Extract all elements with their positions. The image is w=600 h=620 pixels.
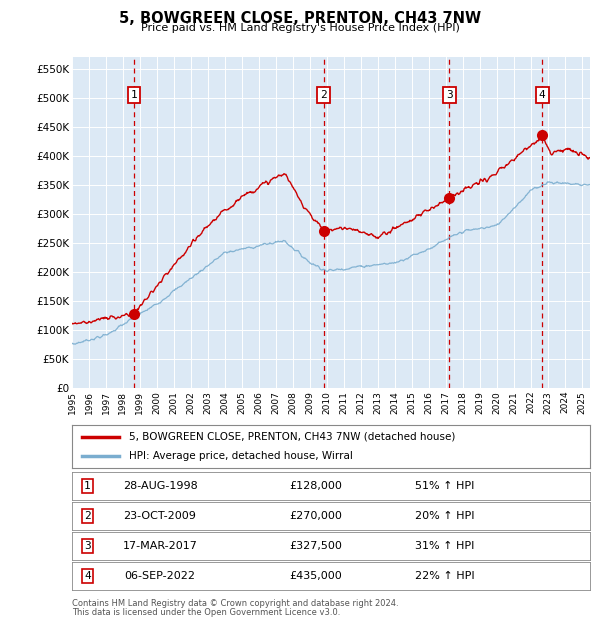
Text: 3: 3 [446,90,452,100]
Text: 5, BOWGREEN CLOSE, PRENTON, CH43 7NW: 5, BOWGREEN CLOSE, PRENTON, CH43 7NW [119,11,481,25]
Text: 22% ↑ HPI: 22% ↑ HPI [415,571,475,581]
Text: 31% ↑ HPI: 31% ↑ HPI [415,541,475,551]
Text: 1: 1 [131,90,137,100]
Text: £327,500: £327,500 [289,541,342,551]
Text: Contains HM Land Registry data © Crown copyright and database right 2024.: Contains HM Land Registry data © Crown c… [72,598,398,608]
Text: 20% ↑ HPI: 20% ↑ HPI [415,511,475,521]
Text: 5, BOWGREEN CLOSE, PRENTON, CH43 7NW (detached house): 5, BOWGREEN CLOSE, PRENTON, CH43 7NW (de… [129,432,455,441]
Text: £128,000: £128,000 [289,481,342,491]
Text: 2: 2 [84,511,91,521]
Text: Price paid vs. HM Land Registry's House Price Index (HPI): Price paid vs. HM Land Registry's House … [140,23,460,33]
Text: £270,000: £270,000 [289,511,342,521]
Text: 4: 4 [84,571,91,581]
Text: 1: 1 [84,481,91,491]
Text: 28-AUG-1998: 28-AUG-1998 [122,481,197,491]
Text: This data is licensed under the Open Government Licence v3.0.: This data is licensed under the Open Gov… [72,608,340,617]
Text: 4: 4 [539,90,545,100]
Text: 3: 3 [84,541,91,551]
Text: £435,000: £435,000 [289,571,342,581]
Text: 23-OCT-2009: 23-OCT-2009 [124,511,196,521]
Text: 51% ↑ HPI: 51% ↑ HPI [415,481,475,491]
Text: 06-SEP-2022: 06-SEP-2022 [125,571,196,581]
Text: 17-MAR-2017: 17-MAR-2017 [122,541,197,551]
Text: HPI: Average price, detached house, Wirral: HPI: Average price, detached house, Wirr… [129,451,353,461]
Text: 2: 2 [320,90,327,100]
